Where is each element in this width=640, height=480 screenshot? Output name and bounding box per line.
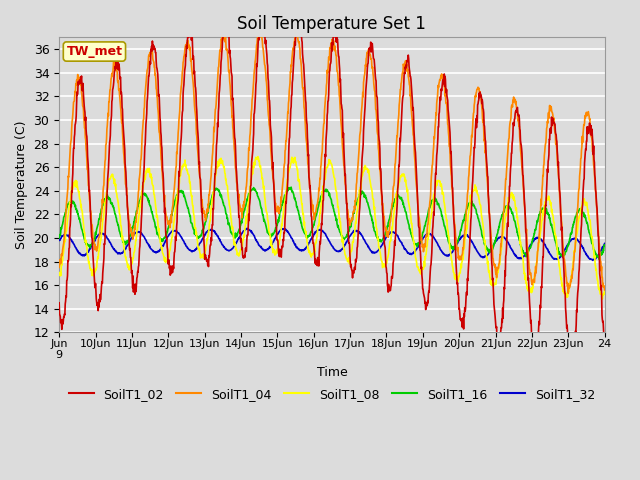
Text: TW_met: TW_met [67,45,122,58]
X-axis label: Time: Time [317,366,348,379]
Title: Soil Temperature Set 1: Soil Temperature Set 1 [237,15,426,33]
Y-axis label: Soil Temperature (C): Soil Temperature (C) [15,120,28,249]
Legend: SoilT1_02, SoilT1_04, SoilT1_08, SoilT1_16, SoilT1_32: SoilT1_02, SoilT1_04, SoilT1_08, SoilT1_… [63,383,600,406]
